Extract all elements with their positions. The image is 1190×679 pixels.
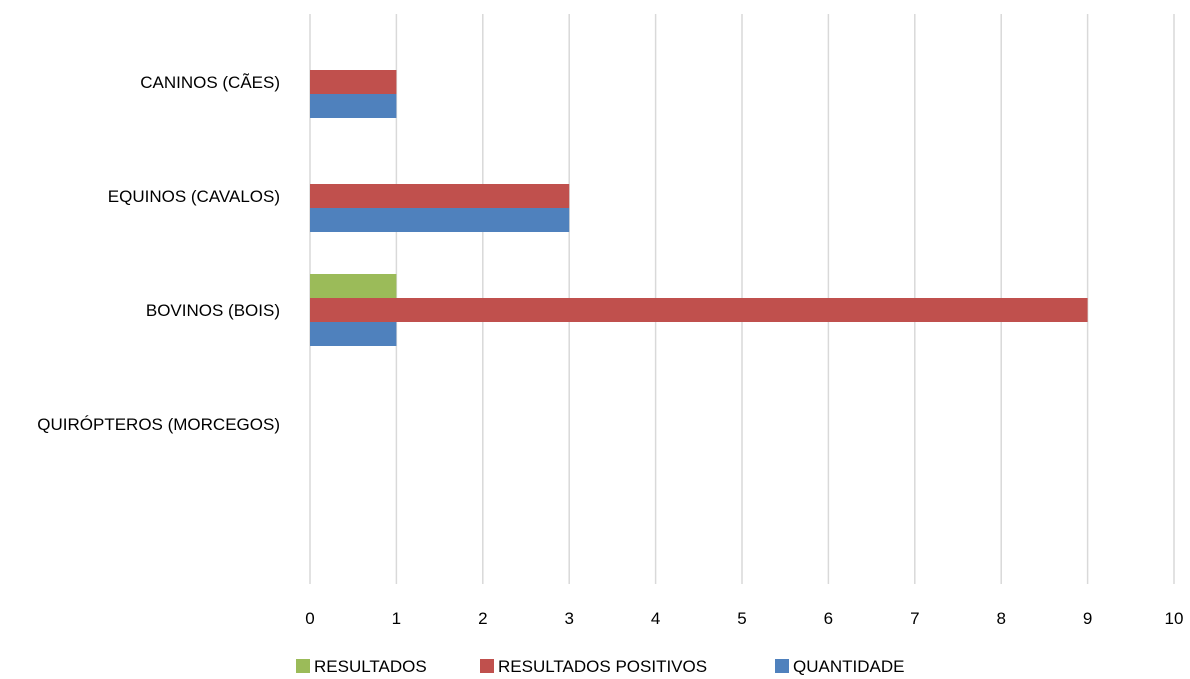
- x-tick-label: 7: [910, 609, 919, 628]
- x-tick-label: 0: [305, 609, 314, 628]
- bar-resultados: [310, 274, 397, 298]
- legend: RESULTADOS RESULTADOS POSITIVOS QUANTIDADE: [296, 657, 904, 676]
- bars: [310, 70, 1088, 346]
- x-tick-label: 1: [392, 609, 401, 628]
- legend-swatch: [480, 659, 494, 673]
- x-tick-label: 4: [651, 609, 660, 628]
- x-tick-label: 2: [478, 609, 487, 628]
- x-tick-label: 6: [824, 609, 833, 628]
- legend-label: QUANTIDADE: [793, 657, 904, 676]
- bar-quantidade: [310, 94, 397, 118]
- category-labels: QUIRÓPTEROS (MORCEGOS) BOVINOS (BOIS) EQUI…: [37, 73, 280, 434]
- legend-label: RESULTADOS: [314, 657, 427, 676]
- legend-swatch: [296, 659, 310, 673]
- category-label: BOVINOS (BOIS): [146, 301, 280, 320]
- x-tick-label: 10: [1165, 609, 1184, 628]
- x-tick-label: 9: [1083, 609, 1092, 628]
- x-tick-label: 8: [996, 609, 1005, 628]
- bar-quantidade: [310, 208, 570, 232]
- category-label: QUIRÓPTEROS (MORCEGOS): [37, 415, 280, 434]
- legend-swatch: [775, 659, 789, 673]
- bar-resultados-positivos: [310, 298, 1088, 322]
- category-label: CANINOS (CÃES): [140, 73, 280, 92]
- legend-label: RESULTADOS POSITIVOS: [498, 657, 707, 676]
- x-tick-label: 3: [564, 609, 573, 628]
- bar-resultados-positivos: [310, 70, 397, 94]
- x-tick-label: 5: [737, 609, 746, 628]
- x-tick-labels: 0 1 2 3 4 5 6 7 8 9 10: [305, 609, 1183, 628]
- bar-resultados-positivos: [310, 184, 570, 208]
- bar-quantidade: [310, 322, 397, 346]
- category-label: EQUINOS (CAVALOS): [108, 187, 280, 206]
